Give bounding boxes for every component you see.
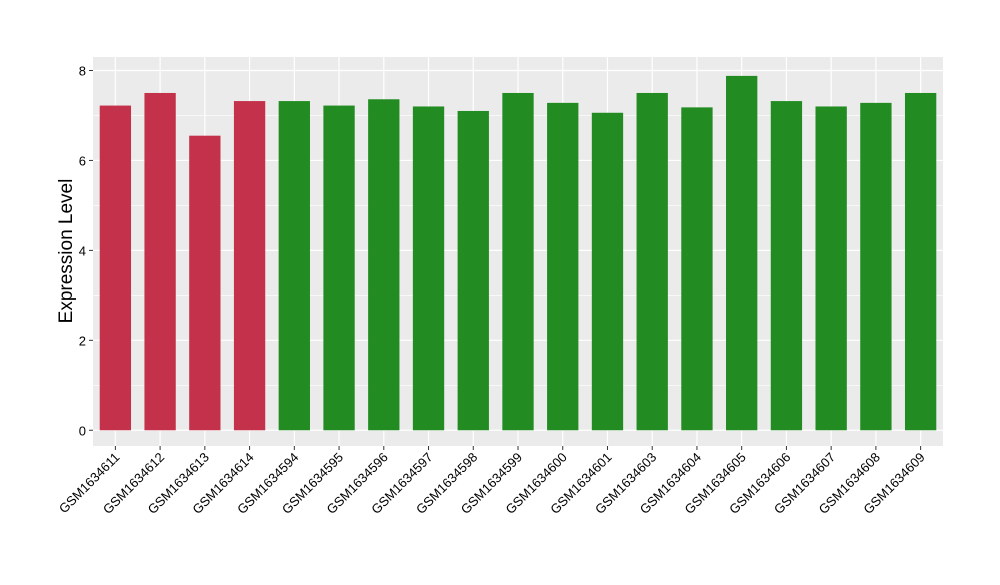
y-tick-label: 2 bbox=[79, 333, 86, 348]
x-axis: GSM1634611GSM1634612GSM1634613GSM1634614… bbox=[56, 446, 928, 517]
y-tick-label: 0 bbox=[79, 423, 86, 438]
bars bbox=[99, 75, 937, 431]
bar-GSM1634612 bbox=[144, 92, 176, 431]
bar-GSM1634609 bbox=[904, 92, 937, 431]
bar-GSM1634594 bbox=[278, 101, 310, 431]
y-axis-label: Expression Level bbox=[56, 179, 77, 324]
bar-GSM1634595 bbox=[323, 105, 355, 431]
y-tick-label: 4 bbox=[79, 243, 86, 258]
bar-GSM1634601 bbox=[591, 112, 624, 431]
bar-GSM1634600 bbox=[547, 102, 579, 431]
bar-GSM1634608 bbox=[860, 102, 892, 431]
y-tick-label: 8 bbox=[79, 63, 86, 78]
bar-GSM1634606 bbox=[770, 101, 803, 431]
y-tick-label: 6 bbox=[79, 153, 86, 168]
bar-GSM1634613 bbox=[189, 135, 221, 431]
bar-GSM1634605 bbox=[726, 75, 758, 431]
bar-GSM1634611 bbox=[99, 105, 132, 431]
bar-GSM1634603 bbox=[636, 92, 668, 431]
bar-GSM1634596 bbox=[368, 99, 400, 431]
y-axis: 0 2 4 6 8 bbox=[79, 63, 93, 438]
bar-GSM1634598 bbox=[457, 110, 489, 431]
bar-GSM1634604 bbox=[681, 107, 713, 431]
bar-GSM1634614 bbox=[233, 101, 266, 431]
bar-GSM1634607 bbox=[815, 106, 847, 431]
bar-GSM1634599 bbox=[502, 92, 534, 431]
bar-GSM1634597 bbox=[412, 106, 445, 431]
